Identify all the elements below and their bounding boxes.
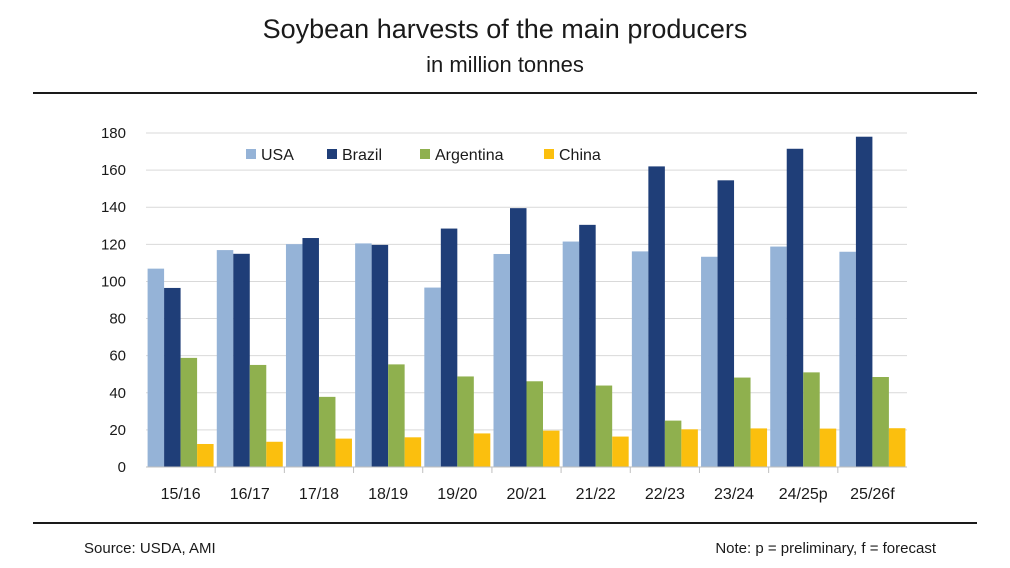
bar-china bbox=[404, 437, 422, 467]
bar-usa bbox=[285, 244, 303, 467]
top-divider bbox=[33, 92, 977, 94]
legend-swatch-usa bbox=[246, 149, 256, 159]
bar-usa bbox=[147, 268, 165, 467]
bar-argentina bbox=[249, 364, 267, 467]
bar-usa bbox=[631, 251, 649, 467]
x-tick-label: 22/23 bbox=[645, 486, 685, 503]
chart-title: Soybean harvests of the main producers bbox=[262, 14, 748, 44]
y-tick-label: 100 bbox=[101, 273, 126, 290]
x-tick-label: 20/21 bbox=[506, 486, 546, 503]
bar-china bbox=[543, 430, 560, 467]
bar-argentina bbox=[526, 381, 543, 467]
x-tick-label: 19/20 bbox=[437, 486, 477, 503]
bar-china bbox=[197, 443, 214, 467]
bottom-divider bbox=[33, 522, 977, 524]
bar-china bbox=[335, 438, 352, 467]
y-tick-label: 40 bbox=[109, 385, 126, 402]
x-tick-label: 21/22 bbox=[576, 486, 616, 503]
chart-subtitle: in million tonnes bbox=[426, 52, 584, 77]
legend-label-brazil: Brazil bbox=[342, 147, 382, 164]
bar-argentina bbox=[318, 396, 336, 467]
x-tick-label: 17/18 bbox=[299, 486, 339, 503]
bar-usa bbox=[839, 251, 856, 467]
bar-brazil bbox=[579, 224, 596, 467]
bar-brazil bbox=[371, 244, 389, 467]
bar-argentina bbox=[388, 364, 405, 467]
bar-argentina bbox=[664, 420, 682, 467]
bar-argentina bbox=[180, 357, 198, 467]
legend-swatch-argentina bbox=[420, 149, 430, 159]
y-tick-label: 20 bbox=[109, 422, 126, 439]
x-tick-label: 23/24 bbox=[714, 486, 754, 503]
bar-usa bbox=[424, 287, 441, 467]
bar-argentina bbox=[803, 372, 820, 467]
bar-brazil bbox=[717, 180, 735, 468]
bar-brazil bbox=[648, 166, 665, 467]
bar-brazil bbox=[302, 238, 319, 467]
y-tick-label: 80 bbox=[109, 311, 126, 328]
y-tick-label: 140 bbox=[101, 199, 126, 216]
footnote: Note: p = preliminary, f = forecast bbox=[715, 540, 936, 557]
bar-argentina bbox=[595, 385, 613, 467]
bar-usa bbox=[216, 250, 234, 467]
bar-brazil bbox=[510, 208, 527, 467]
bar-argentina bbox=[872, 377, 889, 467]
bar-china bbox=[888, 428, 906, 467]
bar-china bbox=[681, 429, 698, 467]
legend-label-usa: USA bbox=[261, 147, 294, 164]
bar-usa bbox=[701, 256, 718, 467]
legend-label-china: China bbox=[559, 147, 601, 164]
x-tick-label: 16/17 bbox=[230, 486, 270, 503]
bar-argentina bbox=[734, 377, 751, 467]
bar-china bbox=[750, 428, 768, 467]
y-tick-label: 120 bbox=[101, 236, 126, 253]
y-tick-label: 160 bbox=[101, 162, 126, 179]
bar-brazil bbox=[786, 148, 804, 467]
bar-usa bbox=[562, 241, 580, 467]
bar-argentina bbox=[457, 376, 474, 467]
x-tick-label: 18/19 bbox=[368, 486, 408, 503]
bar-usa bbox=[355, 243, 372, 467]
bar-brazil bbox=[164, 287, 181, 467]
bar-china bbox=[819, 428, 837, 467]
y-tick-label: 0 bbox=[118, 459, 126, 476]
y-tick-label: 180 bbox=[101, 125, 126, 142]
x-tick-label: 15/16 bbox=[161, 486, 201, 503]
legend-swatch-brazil bbox=[327, 149, 337, 159]
legend-label-argentina: Argentina bbox=[435, 147, 504, 164]
source-note: Source: USDA, AMI bbox=[84, 540, 216, 557]
x-tick-label: 24/25p bbox=[779, 486, 828, 503]
bar-brazil bbox=[440, 228, 458, 467]
bar-usa bbox=[493, 253, 510, 467]
legend-swatch-china bbox=[544, 149, 554, 159]
bar-china bbox=[266, 441, 283, 467]
y-tick-label: 60 bbox=[109, 348, 126, 365]
bar-china bbox=[473, 433, 491, 467]
x-tick-label: 25/26f bbox=[850, 486, 895, 503]
bar-china bbox=[612, 436, 629, 467]
bar-usa bbox=[770, 246, 787, 467]
bar-brazil bbox=[855, 136, 873, 467]
bar-brazil bbox=[233, 253, 250, 467]
